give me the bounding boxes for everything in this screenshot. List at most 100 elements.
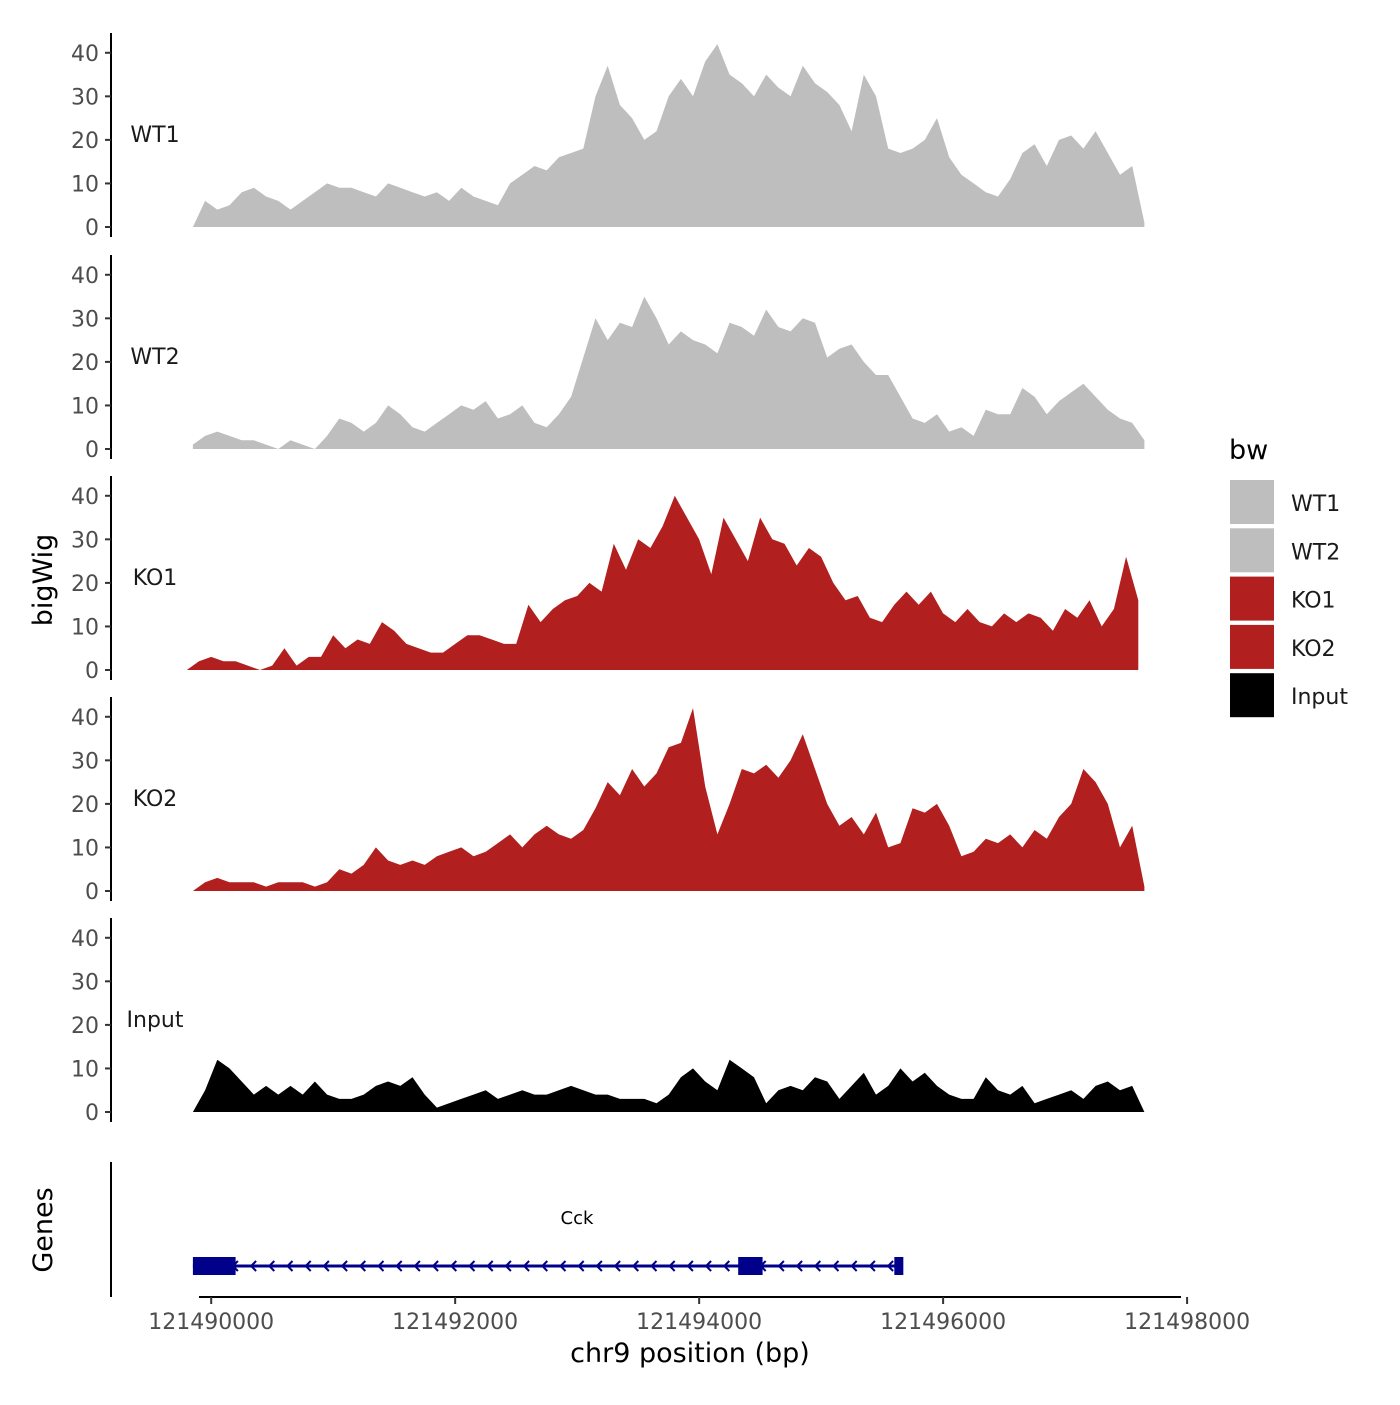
legend-key-wt2	[1230, 528, 1274, 573]
strand-arrow	[486, 1260, 494, 1272]
strand-arrow	[358, 1260, 367, 1272]
strand-arrow	[613, 1260, 621, 1272]
area-wt1[interactable]	[192, 44, 1145, 227]
strand-arrow	[686, 1260, 694, 1272]
track-ko1: 0 10 20 30 40 KO1	[71, 476, 1139, 684]
legend-title: bw	[1229, 435, 1268, 466]
strand-arrow	[449, 1260, 458, 1272]
strand-arrow	[559, 1260, 567, 1272]
legend-key-input	[1230, 673, 1274, 718]
x-tick-label: 121496000	[880, 1310, 1006, 1335]
track-label-input: Input	[127, 1008, 184, 1033]
strand-arrow	[522, 1260, 530, 1272]
y-tick-label: 20	[71, 572, 99, 597]
track-ko2: 0 10 20 30 40 KO2	[71, 697, 1145, 905]
y-tick-label: 10	[71, 394, 99, 419]
y-tick-label: 30	[71, 528, 99, 553]
strand-arrow	[249, 1260, 257, 1272]
legend-key-wt1	[1230, 480, 1274, 524]
exon-3[interactable]	[894, 1257, 904, 1275]
y-tick-label: 10	[71, 1057, 99, 1082]
legend-label-input: Input	[1291, 685, 1348, 710]
strand-arrow	[431, 1260, 439, 1272]
exon-2[interactable]	[738, 1257, 763, 1275]
strand-arrow	[304, 1260, 312, 1272]
genes-track-title: Genes	[28, 1187, 59, 1272]
strand-arrow	[286, 1260, 294, 1272]
gene-model[interactable]	[192, 1257, 904, 1275]
y-tick-label: 30	[71, 85, 99, 110]
gene-track: Cck	[110, 1162, 904, 1297]
signal-tracks: 0 10 20 30 40 WT1 0 10 20 30 40 WT2 0 10 20 30 40 KO1 0 10 2…	[71, 33, 1145, 1126]
y-tick-label: 0	[85, 659, 99, 684]
track-wt2: 0 10 20 30 40 WT2	[71, 255, 1145, 463]
area-ko2[interactable]	[192, 708, 1145, 891]
legend-key-ko2	[1230, 624, 1274, 669]
legend-label-wt1: WT1	[1291, 492, 1340, 517]
y-tick-label: 30	[71, 307, 99, 332]
y-tick-label: 30	[71, 749, 99, 774]
y-tick-label: 40	[71, 706, 99, 731]
x-tick-label: 121492000	[392, 1310, 518, 1335]
area-input[interactable]	[192, 1059, 1145, 1112]
track-label-wt2: WT2	[130, 345, 179, 370]
y-tick-label: 40	[71, 927, 99, 952]
strand-arrow	[631, 1260, 640, 1272]
y-tick-label: 40	[71, 485, 99, 510]
y-tick-label: 10	[71, 172, 99, 197]
strand-arrow	[595, 1260, 603, 1272]
area-ko1[interactable]	[186, 495, 1139, 670]
strand-arrow	[322, 1260, 330, 1272]
y-tick-label: 0	[85, 216, 99, 241]
y-tick-label: 10	[71, 836, 99, 861]
y-tick-label: 0	[85, 438, 99, 463]
track-label-ko1: KO1	[133, 566, 178, 591]
y-tick-label: 40	[71, 42, 99, 67]
strand-arrow	[650, 1260, 658, 1272]
track-label-ko2: KO2	[133, 787, 178, 812]
x-tick-label: 121490000	[148, 1310, 274, 1335]
strand-arrow	[832, 1260, 840, 1272]
strand-arrow	[722, 1260, 731, 1272]
y-tick-label: 30	[71, 970, 99, 995]
strand-arrow	[577, 1260, 585, 1272]
strand-arrow	[668, 1260, 676, 1272]
legend-label-wt2: WT2	[1291, 540, 1340, 565]
legend: bw WT1 WT2 KO1 KO2 Input	[1229, 435, 1348, 718]
track-wt1: 0 10 20 30 40 WT1	[71, 33, 1145, 241]
strand-arrow	[340, 1260, 348, 1272]
y-tick-label: 10	[71, 615, 99, 640]
strand-arrow	[850, 1260, 858, 1272]
strand-arrow	[413, 1260, 421, 1272]
track-input: 0 10 20 30 40 Input	[71, 918, 1145, 1126]
y-tick-label: 20	[71, 351, 99, 376]
strand-arrow	[813, 1260, 822, 1272]
strand-arrow	[377, 1260, 385, 1272]
x-axis-ticks: 121490000 121492000 121494000 121496000 1214…	[148, 1297, 1250, 1335]
y-tick-label: 20	[71, 793, 99, 818]
strand-arrow	[777, 1260, 785, 1272]
y-tick-label: 0	[85, 880, 99, 905]
area-wt2[interactable]	[192, 296, 1145, 449]
y-axis-title: bigWig	[28, 534, 59, 627]
legend-key-ko1	[1230, 576, 1274, 621]
strand-arrow	[886, 1260, 894, 1272]
x-tick-label: 121498000	[1124, 1310, 1250, 1335]
exon-1[interactable]	[192, 1257, 236, 1275]
strand-arrow	[704, 1260, 712, 1272]
strand-arrow	[267, 1260, 276, 1272]
strand-arrow	[868, 1260, 876, 1272]
track-label-wt1: WT1	[130, 123, 179, 148]
x-axis-title: chr9 position (bp)	[570, 1338, 810, 1369]
y-tick-label: 20	[71, 1014, 99, 1039]
legend-items: WT1 WT2 KO1 KO2 Input	[1230, 480, 1348, 718]
y-tick-label: 20	[71, 129, 99, 154]
y-tick-label: 0	[85, 1101, 99, 1126]
strand-arrow	[795, 1260, 803, 1272]
strand-arrow	[468, 1260, 476, 1272]
x-axis: 121490000 121492000 121494000 121496000 1214…	[148, 1296, 1250, 1369]
y-tick-label: 40	[71, 264, 99, 289]
